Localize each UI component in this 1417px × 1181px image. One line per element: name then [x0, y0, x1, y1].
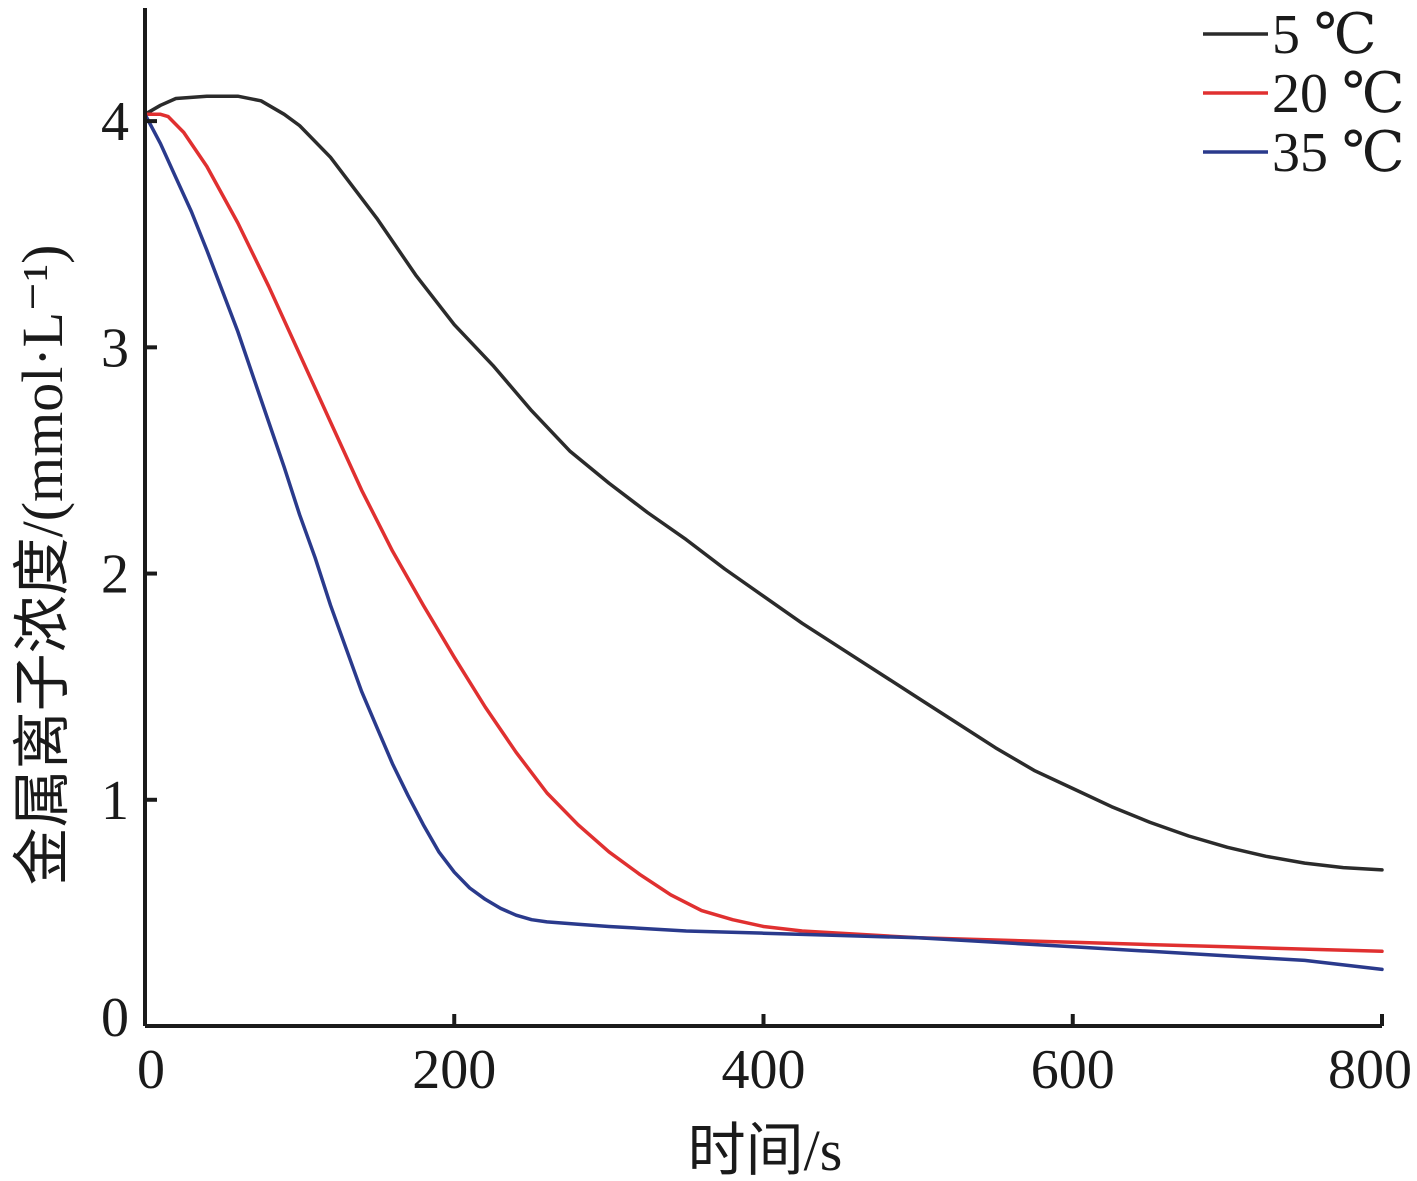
- x-tick-label: 400: [722, 1039, 806, 1101]
- x-ticks: 0 200 400 600 800: [137, 1014, 1412, 1101]
- x-tick-label: 600: [1031, 1039, 1115, 1101]
- y-tick-label: 3: [101, 317, 129, 379]
- x-tick-label: 0: [137, 1039, 165, 1101]
- legend: 5 ℃20 ℃35 ℃: [1203, 4, 1405, 184]
- x-tick-label: 800: [1328, 1039, 1412, 1101]
- y-axis-title: 金属离子浓度/(mmol·L⁻¹): [10, 245, 75, 886]
- series-lines: [143, 94, 1384, 972]
- y-tick-label: 4: [101, 91, 129, 153]
- series-line: [143, 94, 1384, 872]
- y-ticks: 0 1 2 3 4: [101, 91, 157, 1049]
- x-axis-title: 时间/s: [688, 1118, 843, 1181]
- y-tick-label: 0: [101, 987, 129, 1049]
- legend-label: 20 ℃: [1272, 63, 1405, 125]
- series-line: [143, 112, 1384, 954]
- series-line: [143, 112, 1384, 972]
- legend-label: 35 ℃: [1272, 122, 1405, 184]
- y-tick-label: 1: [101, 770, 129, 832]
- legend-label: 5 ℃: [1272, 4, 1377, 66]
- y-tick-label: 2: [101, 544, 129, 606]
- x-tick-label: 200: [412, 1039, 496, 1101]
